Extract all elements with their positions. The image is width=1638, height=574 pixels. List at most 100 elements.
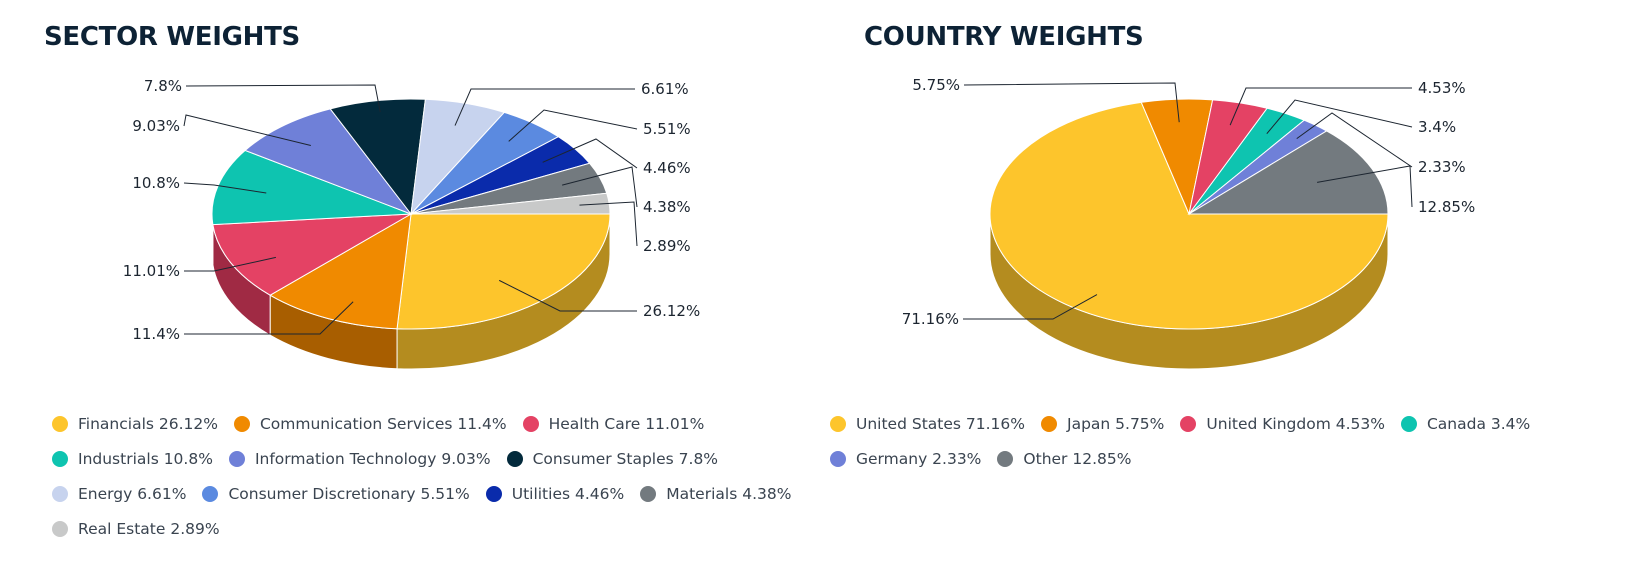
data-labels: 26.12% 11.4% 11.01% 10.8% 9.03% 7.8% 6.61% 5.51… [123, 77, 700, 343]
legend-swatch [52, 415, 68, 432]
country-legend: United States 71.16% Japan 5.75% United Ki… [830, 406, 1570, 476]
legend-item-japan[interactable]: Japan 5.75% [1041, 406, 1164, 441]
legend-swatch [1041, 415, 1057, 432]
legend-label: Materials 4.38% [666, 484, 792, 503]
data-label-information-technology: 9.03% [132, 117, 180, 135]
legend-item-industrials[interactable]: Industrials 10.8% [52, 441, 213, 476]
connector-japan [963, 82, 1180, 123]
legend-label: Utilities 4.46% [511, 484, 625, 503]
legend-label: Health Care 11.01% [548, 414, 705, 433]
legend-swatch [228, 450, 245, 467]
data-label-germany: 2.33% [1418, 158, 1466, 176]
pie-slices [989, 98, 1389, 330]
legend-label: Energy 6.61% [78, 484, 187, 503]
data-label-consumer-staples: 7.8% [144, 77, 182, 95]
legend-swatch [202, 485, 219, 502]
legend-swatch [52, 485, 68, 502]
pie-slice-communication-services[interactable] [269, 213, 412, 330]
connector-industrials [183, 182, 267, 194]
data-label-japan: 5.75% [912, 76, 960, 94]
legend-label: Financials 26.12% [78, 414, 218, 433]
legend-item-consumer-discretionary[interactable]: Consumer Discretionary 5.51% [202, 476, 470, 511]
legend-item-germany[interactable]: Germany 2.33% [830, 441, 981, 476]
legend-label: Canada 3.4% [1426, 414, 1531, 433]
country-weights-panel: COUNTRY WEIGHTS 71.16% 5.75% 4.53% 3.4% 2.33… [820, 0, 1638, 574]
legend-label: Industrials 10.8% [78, 449, 213, 468]
chart-title: COUNTRY WEIGHTS [864, 22, 1144, 52]
legend-swatch [1400, 415, 1417, 432]
legend-item-united-states[interactable]: United States 71.16% [830, 406, 1025, 441]
legend-label: Other 12.85% [1023, 449, 1132, 468]
legend-item-materials[interactable]: Materials 4.38% [640, 476, 791, 511]
legend-item-information-technology[interactable]: Information Technology 9.03% [228, 441, 491, 476]
legend-label: Germany 2.33% [856, 449, 982, 468]
data-label-united-kingdom: 4.53% [1418, 79, 1466, 97]
connector-real-estate [579, 201, 638, 247]
legend-item-real-estate[interactable]: Real Estate 2.89% [52, 511, 220, 546]
connector-utilities [542, 138, 638, 169]
legend-item-utilities[interactable]: Utilities 4.46% [485, 476, 625, 511]
pie-slice-financials[interactable] [396, 213, 611, 330]
data-label-materials: 4.38% [643, 198, 691, 216]
legend-swatch [233, 415, 250, 432]
connector-communication-services [184, 301, 354, 335]
legend-label: Communication Services 11.4% [259, 414, 507, 433]
data-label-energy: 6.61% [641, 80, 689, 98]
connector-other [1317, 165, 1413, 208]
legend-swatch [997, 450, 1014, 467]
legend-item-health-care[interactable]: Health Care 11.01% [522, 406, 705, 441]
legend-swatch [640, 485, 657, 502]
data-label-industrials: 10.8% [132, 174, 180, 192]
legend-label: United States 71.16% [856, 414, 1025, 433]
data-label-financials: 26.12% [643, 302, 700, 320]
data-label-united-states: 71.16% [902, 310, 959, 328]
pie-slice-other[interactable] [1187, 130, 1389, 215]
pie-slice-information-technology[interactable] [244, 108, 413, 216]
data-label-communication-services: 11.4% [132, 325, 180, 343]
legend-item-consumer-staples[interactable]: Consumer Staples 7.8% [506, 441, 719, 476]
data-labels: 71.16% 5.75% 4.53% 3.4% 2.33% 12.85% [902, 76, 1475, 328]
connector-financials [498, 279, 637, 312]
sector-weights-panel: SECTOR WEIGHTS 26.12% 11.4% 11.01% 10.8% 9.0… [44, 22, 812, 546]
connector-united-kingdom [1229, 87, 1412, 126]
data-label-real-estate: 2.89% [643, 237, 691, 255]
legend-swatch [830, 450, 846, 467]
legend-swatch [830, 415, 846, 432]
connector-canada [1266, 99, 1413, 135]
legend-item-financials[interactable]: Financials 26.12% [52, 406, 218, 441]
connector-consumer-discretionary [508, 109, 638, 142]
connector-consumer-staples [185, 84, 381, 113]
data-label-utilities: 4.46% [643, 159, 691, 177]
connector-information-technology [183, 114, 311, 146]
legend-item-energy[interactable]: Energy 6.61% [52, 476, 186, 511]
legend-swatch [52, 520, 68, 537]
connector-energy [454, 88, 635, 126]
legend-swatch [522, 415, 539, 432]
legend-label: Real Estate 2.89% [78, 519, 220, 538]
connector-health-care [184, 256, 276, 272]
pie-slice-health-care[interactable] [212, 213, 412, 296]
connector-materials [562, 166, 638, 208]
data-label-consumer-discretionary: 5.51% [643, 120, 691, 138]
legend-label: United Kingdom 4.53% [1206, 414, 1385, 433]
data-label-health-care: 11.01% [123, 262, 180, 280]
legend-item-united-kingdom[interactable]: United Kingdom 4.53% [1180, 406, 1385, 441]
legend-item-other[interactable]: Other 12.85% [997, 441, 1131, 476]
connector-germany [1296, 112, 1413, 168]
sector-legend: Financials 26.12% Communication Services … [52, 406, 812, 546]
pie-slice-united-states[interactable] [989, 101, 1389, 330]
legend-swatch [506, 450, 523, 467]
pie-slice-consumer-staples[interactable] [329, 98, 426, 216]
legend-swatch [1180, 415, 1197, 432]
legend-item-communication-services[interactable]: Communication Services 11.4% [233, 406, 507, 441]
sector-pie-chart: 26.12% 11.4% 11.01% 10.8% 9.03% 7.8% 6.61% 5.51… [123, 77, 700, 370]
data-label-canada: 3.4% [1418, 118, 1456, 136]
legend-label: Information Technology 9.03% [254, 449, 491, 468]
legend-item-canada[interactable]: Canada 3.4% [1400, 406, 1531, 441]
connector-united-states [963, 294, 1098, 320]
chart-title: SECTOR WEIGHTS [44, 22, 300, 52]
legend-label: Consumer Discretionary 5.51% [228, 484, 470, 503]
pie-slices [211, 98, 611, 330]
legend-label: Japan 5.75% [1067, 414, 1165, 433]
legend-label: Consumer Staples 7.8% [532, 449, 719, 468]
